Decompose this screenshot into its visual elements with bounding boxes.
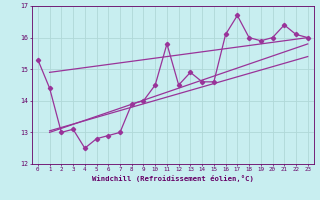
X-axis label: Windchill (Refroidissement éolien,°C): Windchill (Refroidissement éolien,°C) (92, 175, 254, 182)
